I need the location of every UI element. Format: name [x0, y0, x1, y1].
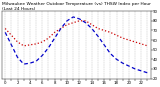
Text: Milwaukee Weather Outdoor Temperature (vs) THSW Index per Hour (Last 24 Hours): Milwaukee Weather Outdoor Temperature (v…	[2, 2, 151, 11]
